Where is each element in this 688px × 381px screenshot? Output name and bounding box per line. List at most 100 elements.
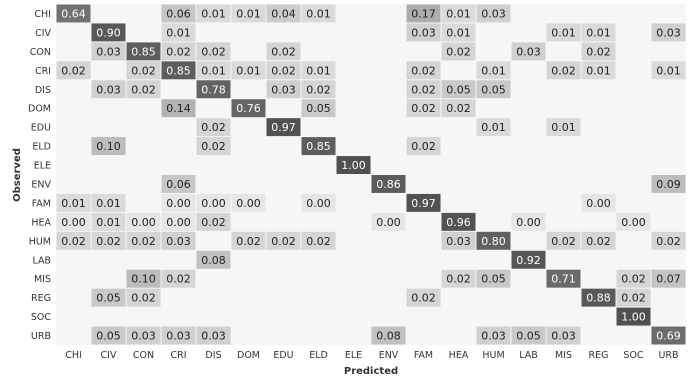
cell-value-label: 0.03 [516,45,541,58]
y-tick-label: DIS [35,85,51,96]
cell-value-label: 0.05 [516,330,541,343]
cell-value-label: 0.03 [446,235,471,248]
cell-value-label: 0.02 [201,216,226,229]
heatmap-cell [161,4,196,23]
y-tick-label: CIV [35,28,51,39]
cell-value-label: 0.02 [551,64,576,77]
cell-value-label: 0.02 [201,121,226,134]
heatmap-cell [196,193,231,212]
cell-value-label: 0.02 [201,140,226,153]
heatmap-cell [126,231,161,250]
cell-value-label: 0.01 [96,197,121,210]
cell-value-label: 0.07 [656,273,681,286]
heatmap-cell [651,175,686,193]
y-tick-label: CON [30,47,51,58]
heatmap-cell [581,231,616,250]
x-tick-label: CON [133,350,154,361]
cell-value-label: 0.02 [446,273,471,286]
cell-value-label: 0.88 [586,292,611,305]
cell-value-label: 0.01 [446,7,471,20]
heatmap-cell [56,4,91,23]
x-tick-label: HEA [449,350,469,361]
cell-value-label: 0.02 [551,235,576,248]
cell-value-label: 0.01 [551,121,576,134]
cell-value-label: 0.04 [271,7,296,20]
x-tick-label: URB [658,350,678,361]
x-tick-label: EDU [273,350,293,361]
y-tick-label: REG [31,293,51,304]
heatmap-cell [546,61,581,80]
cell-value-label: 0.03 [481,330,506,343]
heatmap-cell [301,137,336,156]
cell-value-label: 0.92 [516,254,541,267]
y-tick-label: CHI [34,9,51,20]
cell-value-label: 0.02 [131,292,156,305]
cell-value-label: 0.78 [201,83,226,96]
heatmap-cell [196,42,231,61]
heatmap-cell [56,212,91,231]
cell-value-label: 0.02 [446,102,471,115]
cell-value-label: 0.01 [201,64,226,77]
y-tick-label: URB [31,331,51,342]
heatmap-cell [441,23,476,42]
y-tick-label: FAM [32,198,51,209]
cell-value-label: 0.01 [201,7,226,20]
heatmap-cell [476,80,511,99]
cell-value-label: 0.02 [411,64,436,77]
x-axis-ticks: CHI CIV CON CRI DIS DOM EDU ELD ELE ENV FAM HEA HUM L… [65,350,678,361]
cell-value-label: 0.01 [481,64,506,77]
cell-value-label: 0.02 [621,273,646,286]
cell-value-label: 0.02 [621,292,646,305]
heatmap-cell [616,288,651,307]
x-axis-title: Predicted [344,366,398,377]
y-tick-label: CRI [35,66,51,77]
heatmap-cell [231,99,266,118]
heatmap-cell [301,80,336,99]
cell-value-label: 0.97 [271,121,296,134]
heatmap-cell [231,4,266,23]
cell-value-label: 0.01 [306,7,331,20]
heatmap-cell [546,23,581,42]
heatmap-cell [196,326,231,345]
cell-value-label: 0.97 [411,197,436,210]
heatmap-cell [546,326,581,345]
heatmap-cell [301,61,336,80]
cell-value-label: 0.05 [96,292,121,305]
heatmap-cell [651,269,686,288]
heatmap-cell [336,156,371,174]
x-tick-label: FAM [414,350,433,361]
heatmap-cell [371,212,406,231]
cell-value-label: 0.02 [131,235,156,248]
heatmap-cell [126,80,161,99]
cell-value-label: 0.01 [586,64,611,77]
cell-value-label: 0.00 [166,197,191,210]
heatmap-cell [476,4,511,23]
heatmap-cell [546,118,581,137]
heatmap-cell [581,61,616,80]
heatmap-cell [91,231,126,250]
cell-value-label: 0.00 [621,216,646,229]
cell-value-label: 0.85 [166,64,191,77]
heatmap-cell [616,269,651,288]
cell-value-label: 0.02 [446,45,471,58]
heatmap-cell [56,231,91,250]
heatmap-cell [126,42,161,61]
cell-value-label: 0.01 [551,26,576,39]
cell-value-label: 0.00 [201,197,226,210]
cell-value-label: 0.03 [131,330,156,343]
cell-value-label: 0.02 [201,45,226,58]
cell-value-label: 0.01 [656,64,681,77]
cell-value-label: 0.85 [306,140,331,153]
cell-value-label: 0.00 [61,216,86,229]
cell-value-label: 0.02 [271,235,296,248]
cell-value-label: 0.05 [96,330,121,343]
heatmap-cell [651,231,686,250]
heatmap-cell [301,193,336,212]
heatmap-cell [161,326,196,345]
heatmap-cell [266,42,301,61]
heatmap-cell [406,288,441,307]
y-tick-label: EDU [31,123,51,134]
cell-value-label: 0.02 [656,235,681,248]
cell-value-label: 0.01 [236,64,261,77]
heatmap-cell [441,80,476,99]
